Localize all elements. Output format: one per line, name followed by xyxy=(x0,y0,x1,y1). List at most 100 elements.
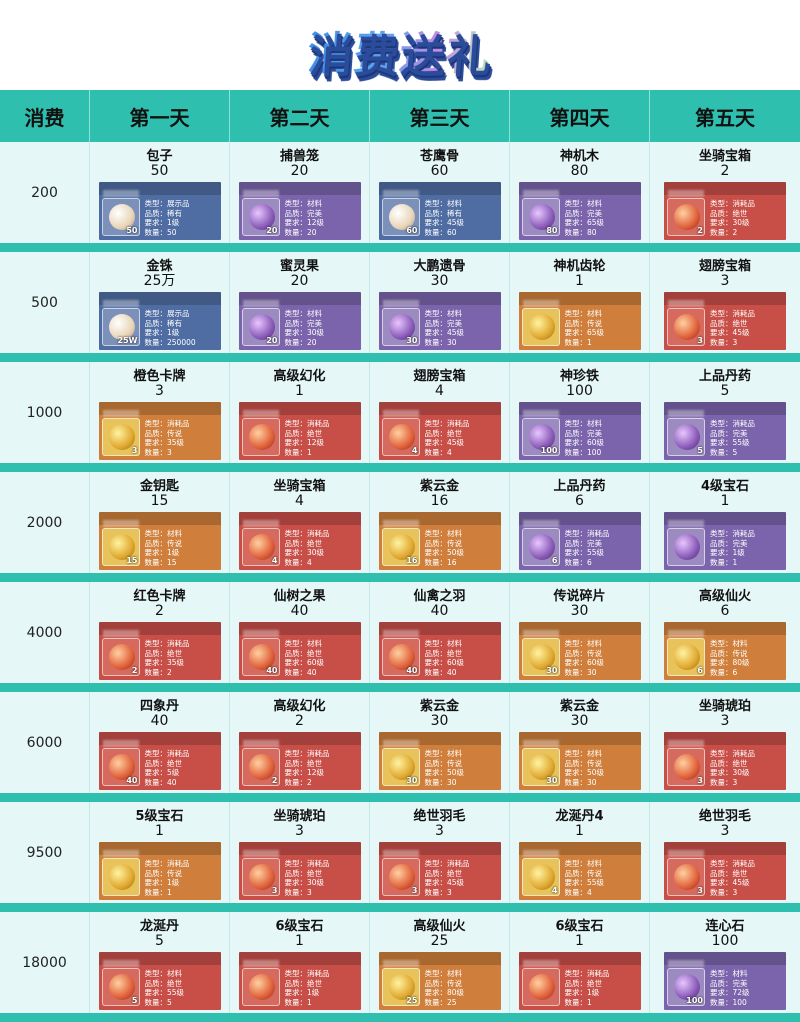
stat-value: 消耗品 xyxy=(732,309,756,318)
item-stats: 类型：材料 品质：传说 要求：50级 数量：30 xyxy=(565,749,605,787)
stat-label: 要求 xyxy=(284,438,300,447)
stat-value: 1 xyxy=(587,337,592,347)
stat-value: 30级 xyxy=(732,218,750,227)
item-card[interactable]: 30 类型：材料 品质：传说 要求：60级 数量：30 xyxy=(518,622,641,680)
item-card[interactable]: 3 类型：消耗品 品质：绝世 要求：45级 数量：3 xyxy=(378,842,501,900)
stat-value: 4 xyxy=(447,447,452,457)
item-card[interactable]: 2 类型：消耗品 品质：绝世 要求：35级 数量：2 xyxy=(98,622,221,680)
stat-count: 数量：3 xyxy=(710,888,755,898)
item-card[interactable]: 3 类型：消耗品 品质：绝世 要求：30级 数量：3 xyxy=(664,732,786,790)
stat-label: 品质 xyxy=(710,318,725,328)
stat-type: 类型：消耗品 xyxy=(285,859,330,869)
item-card[interactable]: 100 类型：材料 品质：完美 要求：72级 数量：100 xyxy=(664,952,786,1010)
item-card[interactable]: 50 类型：展示品 品质：稀有 要求：1级 数量：50 xyxy=(98,182,221,240)
item-card[interactable]: 2 类型：消耗品 品质：绝世 要求：12级 数量：2 xyxy=(238,732,361,790)
item-card[interactable]: 16 类型：材料 品质：传说 要求：50级 数量：16 xyxy=(378,512,501,570)
item-card[interactable]: 25 类型：材料 品质：传说 要求：80级 数量：25 xyxy=(378,952,501,1010)
item-card[interactable]: 5 类型：材料 品质：绝世 要求：55级 数量：5 xyxy=(98,952,221,1010)
item-card-body: 类型：消耗品 品质：绝世 要求：1级 数量：1 xyxy=(519,965,641,1010)
stat-label: 类型 xyxy=(424,529,440,538)
stat-value: 绝世 xyxy=(307,538,322,548)
item-card-title-blurred xyxy=(382,190,419,197)
item-card[interactable]: 类型：消耗品 品质：绝世 要求：1级 数量：1 xyxy=(238,952,361,1010)
item-card[interactable]: 3 类型：消耗品 品质：绝世 要求：45级 数量：3 xyxy=(664,292,786,350)
stat-quality: 品质：完美 xyxy=(565,429,605,439)
item-card[interactable]: 30 类型：材料 品质：传说 要求：50级 数量：30 xyxy=(378,732,501,790)
item-stats: 类型：消耗品 品质：绝世 要求：45级 数量：4 xyxy=(425,419,470,457)
cost-value: 9500 xyxy=(0,802,90,903)
item-card[interactable]: 3 类型：消耗品 品质：绝世 要求：45级 数量：3 xyxy=(664,842,786,900)
stat-count: 数量：30 xyxy=(425,338,465,348)
stat-value: 40 xyxy=(447,667,457,677)
reward-cell: 捕兽笼 20 20 类型：材料 品质：完美 要求：12级 数量：20 xyxy=(230,142,370,243)
item-card[interactable]: 5 类型：消耗品 品质：完美 要求：55级 数量：5 xyxy=(664,402,786,460)
item-card[interactable]: 20 类型：材料 品质：完美 要求：12级 数量：20 xyxy=(238,182,361,240)
stat-value: 50级 xyxy=(587,768,605,777)
item-card[interactable]: 类型：材料 品质：传说 要求：65级 数量：1 xyxy=(518,292,641,350)
item-card[interactable]: 100 类型：材料 品质：完美 要求：60级 数量：100 xyxy=(518,402,641,460)
item-card[interactable]: 60 类型：材料 品质：稀有 要求：45级 数量：60 xyxy=(378,182,501,240)
stat-label: 数量 xyxy=(710,337,725,347)
stat-label: 类型 xyxy=(564,969,580,978)
item-card-title-blurred xyxy=(382,740,419,747)
item-card[interactable]: 类型：消耗品 品质：绝世 要求：1级 数量：1 xyxy=(518,952,641,1010)
item-card[interactable]: 4 类型：消耗品 品质：绝世 要求：45级 数量：4 xyxy=(378,402,501,460)
stat-value: 消耗品 xyxy=(587,529,610,538)
header-day-2: 第二天 xyxy=(230,90,370,142)
item-card-body: 100 类型：材料 品质：完美 要求：72级 数量：100 xyxy=(664,965,786,1010)
stat-type: 类型：材料 xyxy=(425,639,465,649)
item-icon: 25W xyxy=(101,308,140,346)
item-card[interactable]: 40 类型：消耗品 品质：绝世 要求：5级 数量：40 xyxy=(98,732,221,790)
item-count-badge: 2 xyxy=(271,776,278,785)
item-card[interactable]: 40 类型：材料 品质：绝世 要求：60级 数量：40 xyxy=(378,622,501,680)
item-card[interactable]: 80 类型：材料 品质：完美 要求：65级 数量：80 xyxy=(518,182,641,240)
stat-quality: 品质：传说 xyxy=(145,539,183,549)
stat-value: 展示品 xyxy=(167,309,190,318)
item-card-title-blurred xyxy=(242,410,279,417)
stat-value: 80级 xyxy=(732,658,750,667)
stat-separator: ： xyxy=(159,529,168,538)
item-name: 紫云金 xyxy=(419,699,459,714)
item-icon: 16 xyxy=(381,528,420,566)
stat-value: 消耗品 xyxy=(307,529,330,538)
item-name: 捕兽笼 xyxy=(279,149,319,164)
item-stats: 类型：消耗品 品质：完美 要求：55级 数量：6 xyxy=(565,529,610,567)
stat-separator: ： xyxy=(579,337,588,347)
stat-label: 要求 xyxy=(284,328,300,337)
item-card-header xyxy=(98,622,221,637)
item-card[interactable]: 类型：消耗品 品质：完美 要求：1级 数量：1 xyxy=(664,512,786,570)
stat-quality: 品质：绝世 xyxy=(425,429,470,439)
item-card[interactable]: 15 类型：材料 品质：传说 要求：1级 数量：15 xyxy=(98,512,221,570)
stat-label: 品质 xyxy=(710,428,725,438)
stat-separator: ： xyxy=(579,447,588,457)
item-card[interactable]: 3 类型：消耗品 品质：绝世 要求：30级 数量：3 xyxy=(238,842,361,900)
item-name: 龙涎丹4 xyxy=(555,809,604,824)
stat-separator: ： xyxy=(725,428,733,438)
item-card[interactable]: 4 类型：材料 品质：传说 要求：55级 数量：4 xyxy=(518,842,641,900)
item-card[interactable]: 20 类型：材料 品质：完美 要求：30级 数量：20 xyxy=(238,292,361,350)
stat-separator: ： xyxy=(299,887,308,897)
item-count-badge: 100 xyxy=(686,996,703,1005)
item-card[interactable]: 40 类型：材料 品质：绝世 要求：60级 数量：40 xyxy=(238,622,361,680)
item-card[interactable]: 3 类型：消耗品 品质：传说 要求：35级 数量：3 xyxy=(98,402,221,460)
item-card[interactable]: 25W 类型：展示品 品质：稀有 要求：1级 数量：250000 xyxy=(98,292,221,350)
stat-separator: ： xyxy=(725,658,733,667)
item-card[interactable]: 30 类型：材料 品质：完美 要求：45级 数量：30 xyxy=(378,292,501,350)
item-card[interactable]: 6 类型：消耗品 品质：完美 要求：55级 数量：6 xyxy=(518,512,641,570)
item-card[interactable]: 4 类型：消耗品 品质：绝世 要求：30级 数量：4 xyxy=(238,512,361,570)
item-quantity: 3 xyxy=(720,713,730,729)
stat-label: 品质 xyxy=(424,538,440,548)
item-card-body: 30 类型：材料 品质：传说 要求：50级 数量：30 xyxy=(519,745,641,790)
item-card[interactable]: 2 类型：消耗品 品质：绝世 要求：30级 数量：2 xyxy=(664,182,786,240)
item-card[interactable]: 30 类型：材料 品质：传说 要求：50级 数量：30 xyxy=(518,732,641,790)
stat-label: 类型 xyxy=(564,419,580,428)
stat-value: 材料 xyxy=(447,529,462,538)
item-stats: 类型：材料 品质：传说 要求：55级 数量：4 xyxy=(565,859,605,897)
stat-separator: ： xyxy=(299,199,308,208)
item-card[interactable]: 6 类型：材料 品质：传说 要求：80级 数量：6 xyxy=(664,622,786,680)
stat-label: 要求 xyxy=(144,878,160,887)
item-card[interactable]: 类型：消耗品 品质：绝世 要求：12级 数量：1 xyxy=(238,402,361,460)
item-card[interactable]: 类型：消耗品 品质：传说 要求：1级 数量：1 xyxy=(98,842,221,900)
item-card-body: 3 类型：消耗品 品质：绝世 要求：45级 数量：3 xyxy=(664,855,786,900)
stat-value: 完美 xyxy=(732,428,748,438)
